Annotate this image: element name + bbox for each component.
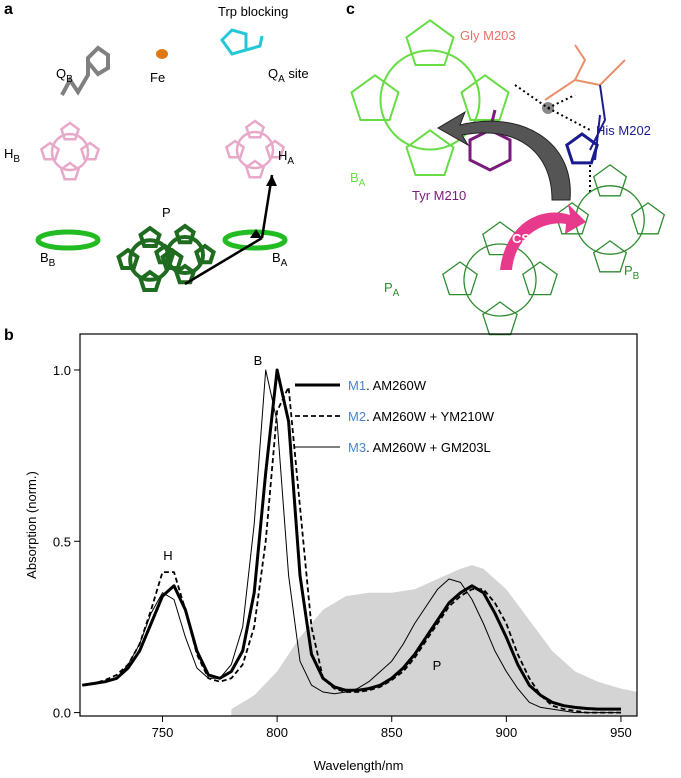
ring — [442, 261, 478, 296]
label-sub: B — [13, 154, 20, 165]
annotation: QA site — [268, 66, 309, 85]
x-axis-title: Wavelength/nm — [314, 758, 404, 773]
label-sub: A — [393, 288, 400, 299]
ring — [154, 243, 176, 265]
y-tick-label: 1.0 — [53, 363, 71, 378]
ring — [405, 129, 455, 176]
ring — [79, 141, 101, 161]
area — [231, 565, 638, 716]
annotation: CS — [512, 231, 530, 246]
x-tick-label: 800 — [266, 725, 288, 740]
residue — [544, 44, 626, 101]
x-tick-label: 900 — [495, 725, 517, 740]
ring — [460, 74, 510, 121]
iron — [156, 49, 168, 59]
label-main: Q — [268, 66, 278, 81]
ring — [482, 301, 518, 336]
legend-label: M1. AM260W — [348, 378, 427, 393]
cs-arrow — [500, 204, 586, 270]
legend-label: M2. AM260W + YM210W — [348, 409, 495, 424]
ring — [405, 19, 455, 66]
ring — [592, 240, 628, 273]
series-line — [82, 369, 621, 714]
annotation: BB — [40, 250, 56, 269]
label-rest: site — [285, 66, 309, 81]
x-tick-label: 850 — [381, 725, 403, 740]
plot-frame — [79, 333, 638, 717]
ring — [174, 223, 196, 245]
annotation: HB — [4, 146, 20, 165]
label-sub: A — [287, 156, 294, 167]
label-main: B — [40, 250, 49, 265]
ring — [630, 202, 666, 235]
label-main: P — [624, 263, 633, 278]
x-tick-label: 950 — [610, 725, 632, 740]
annotation: BA — [350, 170, 366, 189]
label-sub: A — [278, 74, 285, 85]
label-main: B — [350, 170, 359, 185]
label-main: H — [278, 148, 287, 163]
annotation: PA — [384, 280, 400, 299]
ring — [264, 139, 286, 159]
molecule — [60, 45, 110, 96]
ring — [482, 221, 518, 256]
annotation: HA — [278, 148, 294, 167]
ring — [379, 49, 481, 151]
ring — [59, 121, 81, 141]
ring — [50, 132, 90, 172]
ring — [350, 74, 400, 121]
annotation: B — [254, 353, 263, 368]
panel-label: a — [4, 1, 13, 18]
label-sub: B — [633, 271, 640, 282]
ring — [244, 119, 266, 139]
legend-label: M3. AM260W + GM203L — [348, 440, 491, 455]
annotation: P — [433, 658, 442, 673]
label-sub: A — [359, 178, 366, 189]
hbond — [514, 84, 591, 195]
arrowhead — [250, 175, 277, 238]
label-sub: A — [281, 258, 288, 269]
x-tick-label: 750 — [152, 725, 174, 740]
annotation: P — [162, 205, 171, 220]
ring — [39, 141, 61, 161]
ring — [463, 243, 537, 317]
molecule — [35, 229, 101, 251]
y-tick-label: 0.0 — [53, 706, 71, 721]
annotation: ET — [519, 168, 536, 183]
y-axis-title: Absorption (norm.) — [24, 471, 39, 579]
ring — [138, 225, 162, 248]
annotation: PB — [624, 263, 640, 282]
ring — [235, 130, 275, 170]
ring — [116, 247, 140, 270]
ring — [592, 164, 628, 197]
panel-label: c — [346, 1, 355, 18]
label-main: P — [384, 280, 393, 295]
label-sub: B — [49, 258, 56, 269]
molecule — [220, 28, 264, 56]
series-line — [82, 386, 621, 714]
ring — [522, 261, 558, 296]
annotation: His M202 — [596, 123, 651, 138]
label-main: Q — [56, 66, 66, 81]
label-sub: B — [66, 74, 73, 85]
ring — [194, 243, 216, 265]
annotation: Fe — [150, 70, 165, 85]
et-arrow — [437, 110, 571, 201]
annotation: H — [163, 548, 172, 563]
label-main: H — [4, 146, 13, 161]
label-main: B — [272, 250, 281, 265]
ring — [165, 235, 205, 275]
annotation: Trp blocking — [218, 4, 288, 19]
y-tick-label: 0.5 — [53, 534, 71, 549]
panel-label: b — [4, 327, 14, 344]
annotation: BA — [272, 250, 288, 269]
ring — [565, 132, 599, 165]
annotation: Gly M203 — [460, 28, 516, 43]
annotation: QB — [56, 66, 73, 85]
annotation: Tyr M210 — [412, 188, 466, 203]
ring — [224, 139, 246, 159]
